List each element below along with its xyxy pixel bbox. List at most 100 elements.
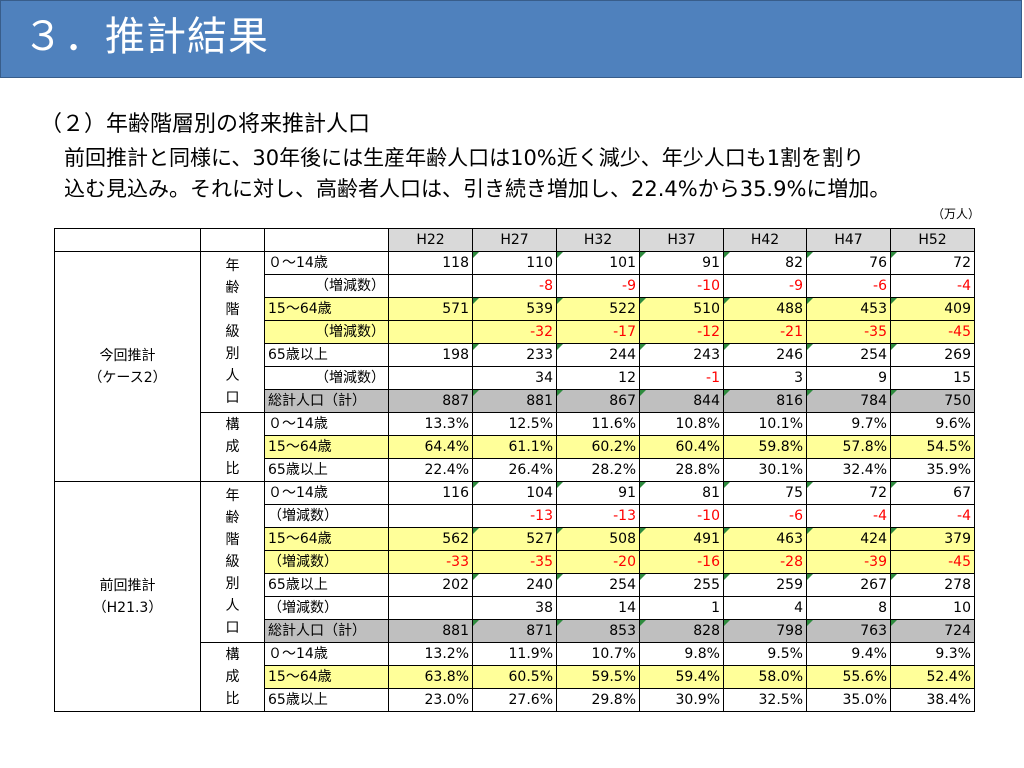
value-cell: 67 [890,481,975,505]
row-label: 総計人口（計） [264,389,389,413]
value-cell: 254 [806,343,891,367]
value-cell: 244 [556,343,640,367]
row-label: ０～14歳 [264,412,389,436]
section-label-char: 別 [225,346,240,362]
header-blank [264,228,389,252]
group-label-line: 前回推計 [99,577,156,594]
value-cell: 10.7% [556,642,640,666]
value-cell: 9 [806,366,891,390]
row-label: 15～64歳 [264,435,389,459]
table-row: 15～64歳 63.8% 60.5% 59.5% 59.4% 58.0% 55.6% 52.4… [55,665,975,689]
section-label: 構成比 [200,642,265,712]
value-cell: 527 [472,527,557,551]
value-cell: -33 [388,550,473,574]
table-row: 15～64歳 571 539 522 510 488 453 409 [55,297,975,321]
row-label: （増減数） [264,504,389,528]
row-label: 15～64歳 [264,297,389,321]
value-cell: 91 [556,481,640,505]
value-cell: 9.3% [890,642,975,666]
row-label: 65歳以上 [264,573,389,597]
section-label-char: 成 [225,439,240,455]
value-cell: 3 [723,366,807,390]
table-row: 65歳以上 202 240 254 255 259 267 278 [55,573,975,597]
value-cell: 259 [723,573,807,597]
group-label-line: （ケース2） [88,369,167,386]
year-header: H42 [723,228,807,252]
value-cell: 110 [472,251,557,275]
table-row: 前回推計 （H21.3）年齢階級別人口 ０～14歳 116 104 91 81 75 72 67 [54,481,975,712]
table-row: 構成比 ０～14歳 13.3% 12.5% 11.6% 10.8% 10.1% 9.7% 9.6… [55,412,975,482]
section-label-char: 年 [225,258,240,274]
value-cell: -4 [806,504,891,528]
value-cell: 81 [639,481,724,505]
year-header: H27 [472,228,557,252]
section-label-char: 年 [225,488,240,504]
value-cell: 539 [472,297,557,321]
year-header: H52 [890,228,975,252]
value-cell: -45 [890,550,975,574]
row-label: 15～64歳 [264,527,389,551]
row-label: （増減数） [264,550,389,574]
value-cell: 72 [890,251,975,275]
section-label-char: 口 [225,390,240,406]
value-cell: 118 [388,251,473,275]
value-cell: 571 [388,297,473,321]
value-cell: 29.8% [556,688,640,712]
value-cell: 750 [890,389,975,413]
value-cell: 10.8% [639,412,724,436]
row-label: 65歳以上 [264,688,389,712]
value-cell [388,596,473,620]
row-label: ０～14歳 [264,481,389,505]
value-cell: 13.2% [388,642,473,666]
row-label: 65歳以上 [264,343,389,367]
table-row: 65歳以上 198 233 244 243 246 254 269 [55,343,975,367]
value-cell: 254 [556,573,640,597]
value-cell: 35.9% [890,458,975,482]
section-label-char: 口 [225,620,240,636]
section-label-char: 比 [225,461,240,477]
value-cell [388,320,473,344]
value-cell: -39 [806,550,891,574]
row-label: （増減数） [264,274,389,298]
value-cell: 488 [723,297,807,321]
value-cell: 104 [472,481,557,505]
value-cell: 881 [472,389,557,413]
value-cell: 202 [388,573,473,597]
value-cell: 55.6% [806,665,891,689]
value-cell: 424 [806,527,891,551]
value-cell: -13 [472,504,557,528]
table-row: （増減数） -13 -13 -10 -6 -4 -4 [55,504,975,528]
value-cell: 844 [639,389,724,413]
unit-note: （万人） [931,207,980,221]
body-line-1: 前回推計と同様に、30年後には生産年齢人口は10%近く減少、年少人口も1割を割り [64,146,865,170]
value-cell: 243 [639,343,724,367]
value-cell: 9.6% [890,412,975,436]
value-cell [388,504,473,528]
row-label: ０～14歳 [264,251,389,275]
value-cell: 13.3% [388,412,473,436]
value-cell: 233 [472,343,557,367]
value-cell: 881 [388,619,473,643]
value-cell: -16 [639,550,724,574]
value-cell: 28.2% [556,458,640,482]
section-label-char: 階 [225,532,240,548]
value-cell: 82 [723,251,807,275]
value-cell: 510 [639,297,724,321]
value-cell: -10 [639,274,724,298]
value-cell: 30.1% [723,458,807,482]
value-cell: -45 [890,320,975,344]
value-cell: 60.5% [472,665,557,689]
population-table: H22 H27 H32 H37 H42 H47 H52 今回推計 （ケース2）年齢階級別人口 ０～… [54,228,975,712]
value-cell: 32.5% [723,688,807,712]
value-cell: 26.4% [472,458,557,482]
section-label-char: 階 [225,302,240,318]
table-row: （増減数） -32 -17 -12 -21 -35 -45 [55,320,975,344]
value-cell: -1 [639,366,724,390]
value-cell: -4 [890,274,975,298]
group-label: 前回推計 （H21.3） [54,481,201,712]
value-cell: 64.4% [388,435,473,459]
value-cell: 871 [472,619,557,643]
value-cell: 9.4% [806,642,891,666]
value-cell: 724 [890,619,975,643]
row-label: （増減数） [264,596,389,620]
